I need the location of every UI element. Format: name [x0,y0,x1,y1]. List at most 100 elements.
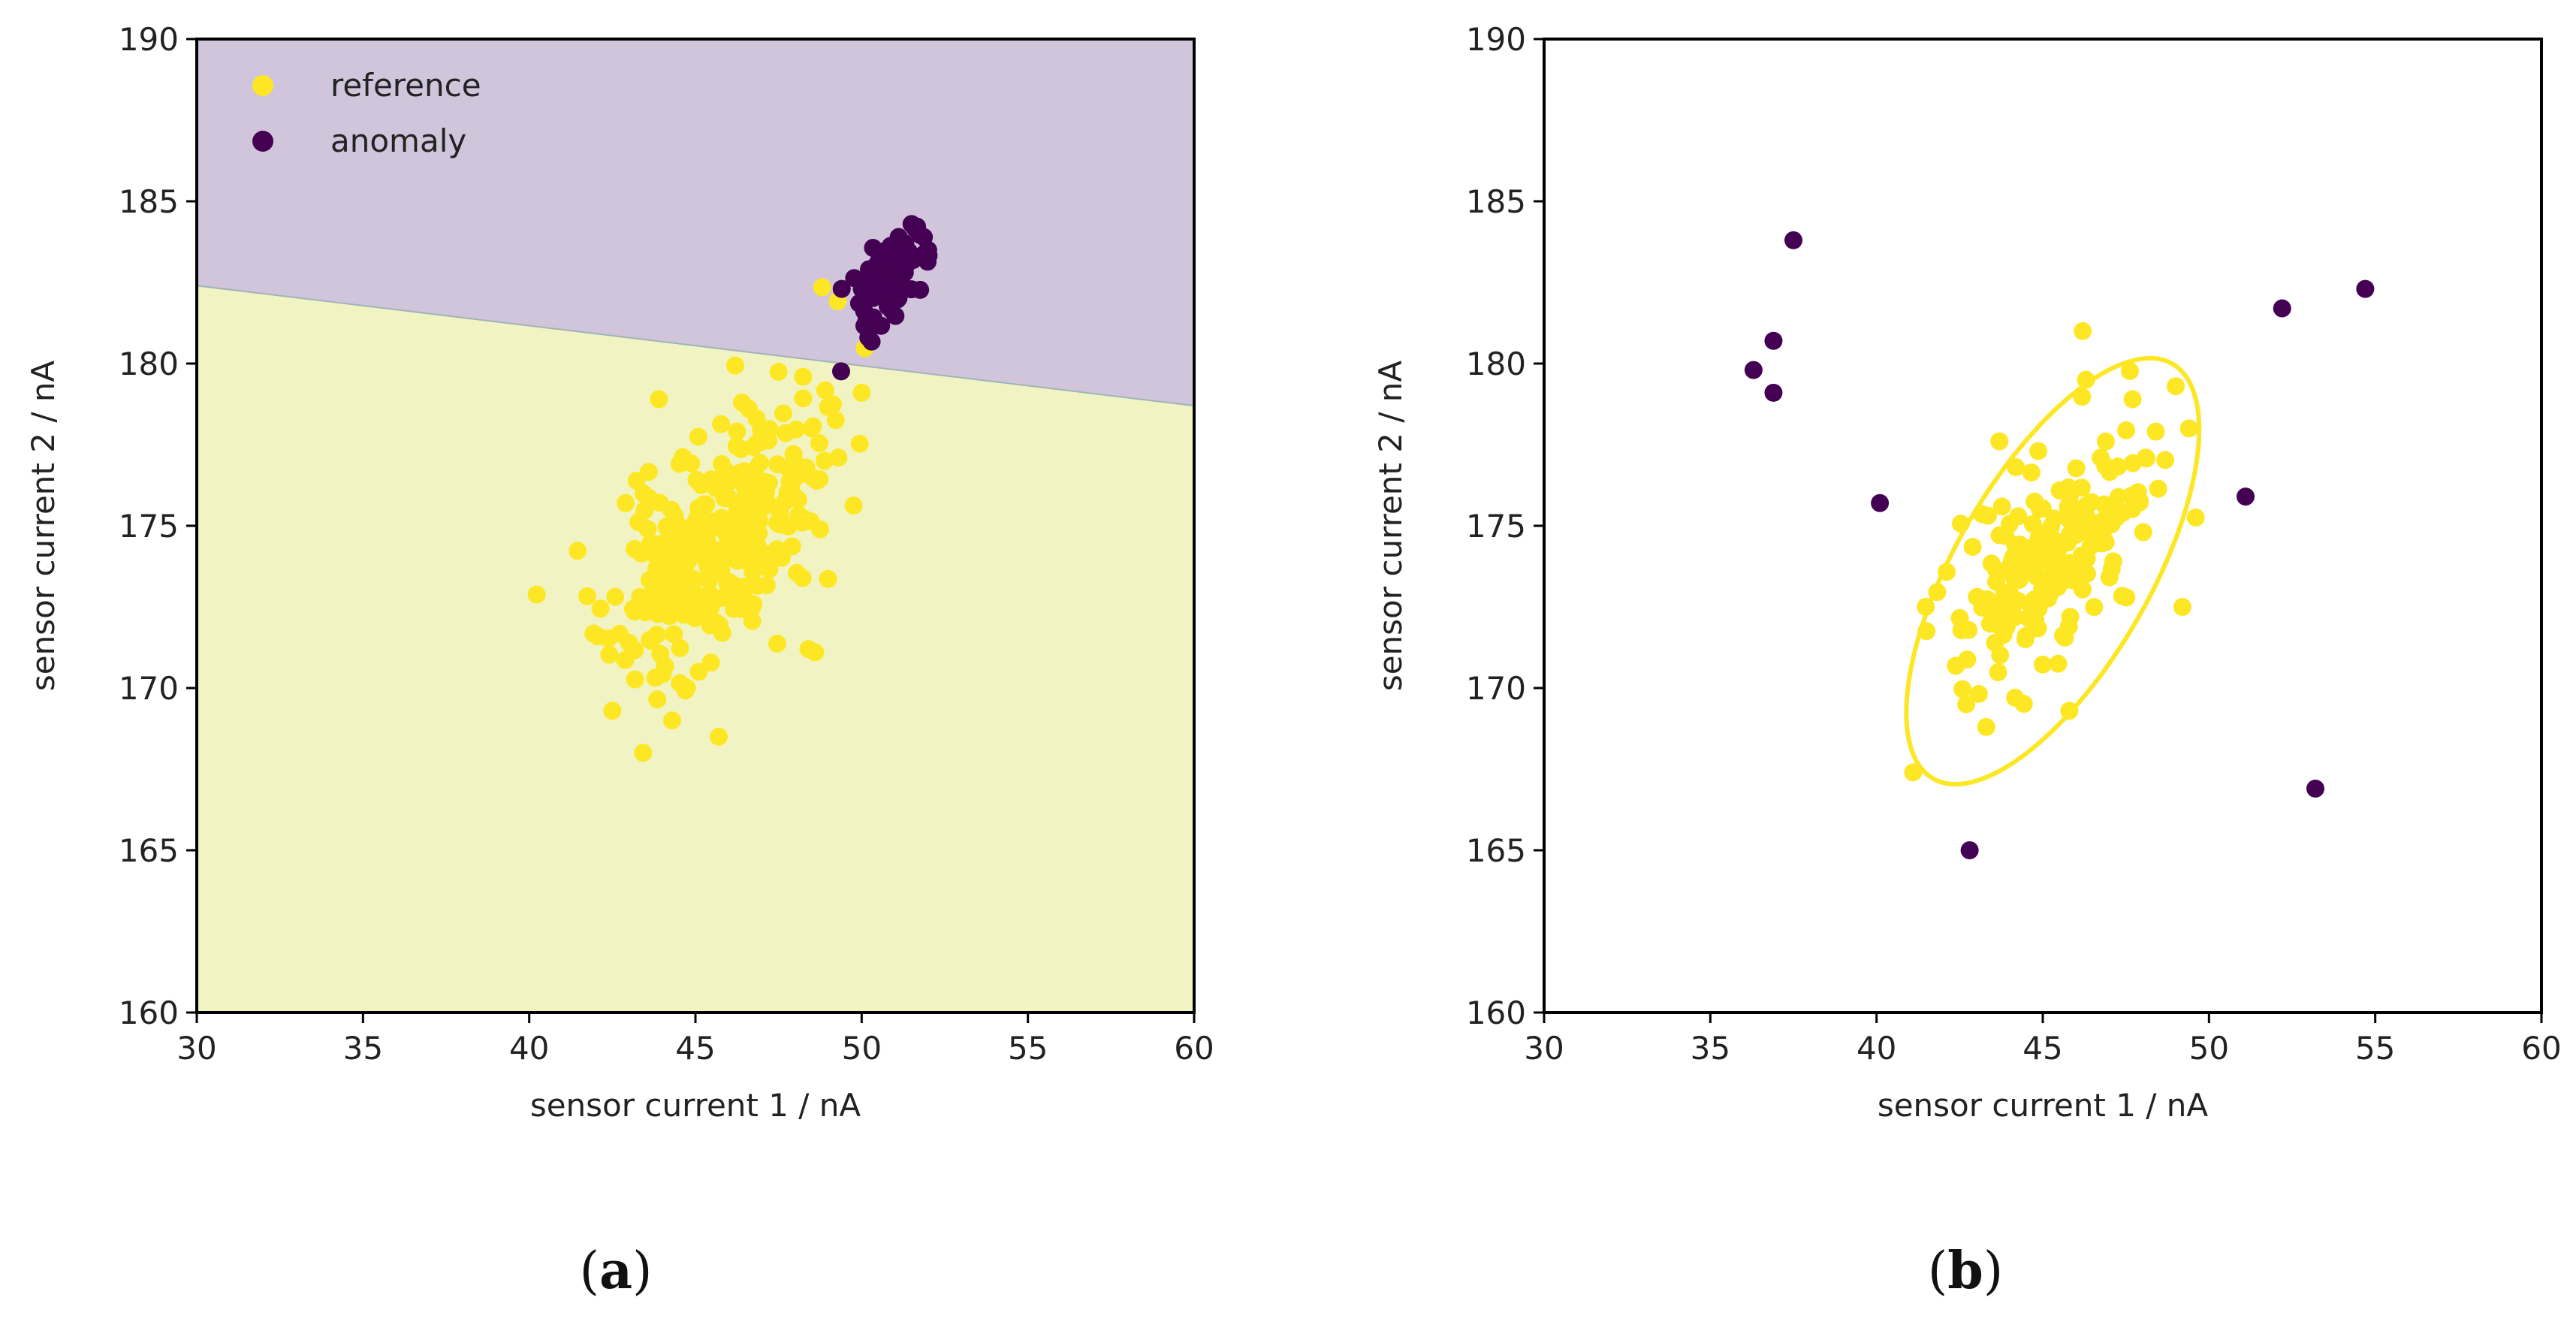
data-point-reference [689,427,707,446]
data-point-reference [674,605,693,624]
data-point-reference [1953,680,1972,699]
data-point-reference [802,419,821,438]
data-point-reference [685,570,704,589]
data-point-anomaly [1871,493,1890,512]
legend: reference anomaly [252,67,481,159]
data-point-reference [824,395,843,414]
data-point-reference [569,542,587,560]
y-tick-label: 175 [119,508,179,545]
data-point-reference [642,632,661,650]
data-point-anomaly [869,316,888,335]
data-point-reference [2137,448,2155,467]
data-point-reference [527,585,546,604]
legend-label-reference: reference [330,67,481,104]
y-tick-label: 170 [1466,670,1526,707]
data-point-reference [2053,626,2072,645]
y-tick-label: 180 [119,346,179,382]
data-point-anomaly [2356,279,2375,298]
x-tick-label: 40 [1857,1030,1896,1067]
data-point-reference [1982,554,2001,573]
data-point-reference [599,629,617,647]
data-point-reference [2040,587,2059,605]
data-point-reference [744,595,763,614]
data-point-reference [655,548,674,567]
data-point-reference [2043,543,2062,562]
data-point-reference [2146,422,2165,441]
data-point-reference [2109,487,2128,506]
x-tick-label: 50 [2189,1030,2229,1067]
data-point-reference [634,744,653,762]
data-point-reference [789,506,808,524]
data-point-reference [737,524,756,542]
data-point-reference [2113,587,2131,605]
data-point-reference [1904,763,1923,782]
data-point-reference [2006,608,2025,626]
data-point-reference [2067,459,2086,478]
data-point-reference [2085,598,2104,617]
data-point-reference [2077,370,2095,389]
data-point-reference [683,524,702,543]
data-point-reference [2033,499,2052,518]
data-point-reference [725,356,744,375]
data-point-anomaly [832,279,851,298]
data-point-anomaly [1960,841,1979,859]
data-point-reference [2066,518,2085,536]
data-point-reference [2179,419,2198,438]
confidence-ellipse [1904,355,2202,787]
data-point-reference [1977,717,1995,736]
data-point-reference [769,362,788,381]
data-point-reference [2092,534,2111,553]
data-point-reference [695,495,713,514]
data-point-reference [647,535,665,554]
data-point-reference [712,589,731,608]
data-point-reference [2173,598,2191,616]
data-point-reference [756,481,775,500]
data-point-reference [852,383,871,402]
data-point-reference [606,587,625,606]
x-tick-label: 55 [2355,1030,2395,1067]
data-point-reference [2077,496,2096,515]
data-point-reference [2045,509,2064,528]
data-point-reference [671,561,690,580]
data-point-reference [768,634,786,653]
data-point-reference [694,591,713,610]
data-point-anomaly [2306,779,2324,798]
y-tick-label: 190 [119,21,179,58]
legend-marker-reference [252,75,273,96]
x-tick-label: 35 [343,1030,383,1067]
data-point-reference [2096,432,2115,451]
data-point-reference [757,576,776,595]
data-point-reference [2149,479,2167,498]
data-point-reference [728,551,747,570]
data-point-reference [616,650,635,669]
x-axis-label: sensor current 1 / nA [1878,1087,2209,1124]
y-tick-label: 165 [1466,832,1526,869]
data-point-reference [2072,478,2091,497]
data-point-reference [1989,662,2007,681]
data-point-reference [794,367,813,386]
data-point-reference [793,569,812,587]
data-point-reference [1957,695,1976,714]
data-point-reference [772,547,791,566]
data-point-anomaly [859,282,878,301]
x-tick-label: 45 [675,1030,715,1067]
data-point-anomaly [1764,331,1783,350]
data-point-reference [634,484,653,503]
data-point-reference [850,434,869,453]
data-point-reference [2156,451,2175,469]
legend-marker-anomaly [252,131,273,152]
y-tick-label: 185 [1466,183,1526,220]
data-point-reference [844,496,863,515]
data-point-reference [600,645,619,664]
y-tick-label: 160 [1466,994,1526,1031]
data-point-reference [699,571,718,590]
data-point-reference [2123,500,2142,518]
data-point-anomaly [860,260,879,279]
data-point-reference [735,477,754,496]
data-point-reference [626,670,644,689]
data-point-anomaly [886,306,905,325]
data-point-anomaly [1744,361,1763,379]
data-point-reference [633,544,652,563]
data-point-reference [617,493,635,512]
